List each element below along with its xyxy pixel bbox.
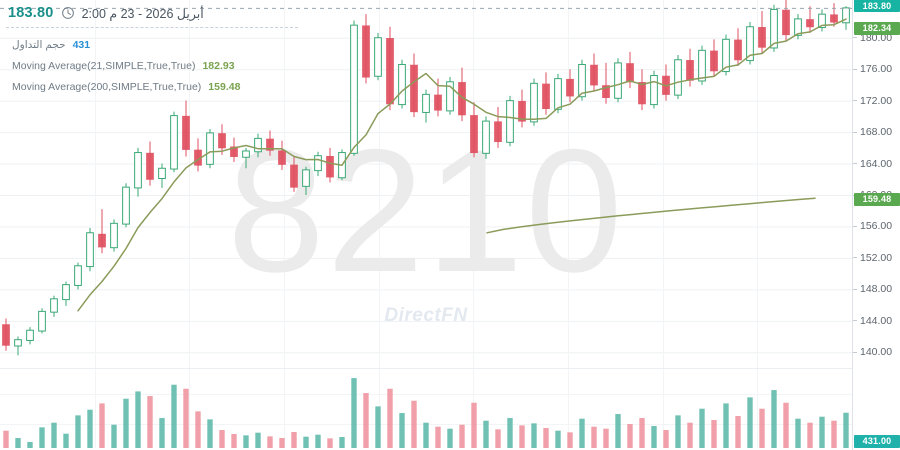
header-date: أبريل 2026 - 23 م 2:00 bbox=[81, 6, 204, 21]
price-tick: 148.00 bbox=[853, 283, 900, 295]
legend-label-ma200: Moving Average(200,SIMPLE,True,True) bbox=[12, 80, 202, 93]
price-tick: 176.00 bbox=[853, 63, 900, 75]
legend-row-ma21[interactable]: Moving Average(21,SIMPLE,True,True) 182.… bbox=[12, 57, 240, 74]
clock-icon bbox=[61, 7, 74, 19]
tick-dash bbox=[853, 320, 857, 322]
volume-pane-divider bbox=[0, 368, 852, 369]
legend-label-volume: حجم التداول bbox=[12, 38, 66, 51]
tick-dash bbox=[853, 225, 857, 227]
price-tick: 172.00 bbox=[853, 95, 900, 107]
tick-label: 148.00 bbox=[860, 283, 893, 296]
tick-dash bbox=[853, 257, 857, 259]
price-tick: 168.00 bbox=[853, 126, 900, 138]
tick-dash bbox=[853, 68, 857, 70]
price-tick: 140.00 bbox=[853, 346, 900, 358]
legend-value-ma21: 182.93 bbox=[202, 59, 235, 72]
tick-dash bbox=[853, 163, 857, 165]
tick-dash bbox=[853, 288, 857, 290]
last-price-badge: 183.80 bbox=[854, 0, 900, 13]
tick-label: 172.00 bbox=[860, 94, 893, 107]
price-line-layer bbox=[0, 7, 852, 9]
header-last-price: 183.80 bbox=[8, 5, 54, 21]
tick-label: 168.00 bbox=[860, 126, 893, 139]
indicator-legend: حجم التداول 431 Moving Average(21,SIMPLE… bbox=[12, 36, 240, 99]
tick-dash bbox=[853, 100, 857, 102]
tick-label: 164.00 bbox=[860, 157, 893, 170]
header-divider bbox=[6, 27, 298, 28]
tick-label: 140.00 bbox=[860, 346, 893, 359]
tick-label: 144.00 bbox=[860, 314, 893, 327]
ma21-badge: 182.34 bbox=[854, 21, 900, 35]
tick-dash bbox=[853, 37, 857, 39]
tick-label: 156.00 bbox=[860, 220, 893, 233]
legend-row-ma200[interactable]: Moving Average(200,SIMPLE,True,True) 159… bbox=[12, 78, 240, 95]
tick-label: 176.00 bbox=[860, 63, 893, 76]
legend-row-volume[interactable]: حجم التداول 431 bbox=[12, 36, 240, 53]
tick-dash bbox=[853, 131, 857, 133]
price-tick: 164.00 bbox=[853, 158, 900, 170]
legend-label-ma21: Moving Average(21,SIMPLE,True,True) bbox=[12, 59, 196, 72]
price-tick: 156.00 bbox=[853, 220, 900, 232]
tick-dash bbox=[853, 351, 857, 353]
price-tick: 144.00 bbox=[853, 315, 900, 327]
chart-header: 183.80 أبريل 2026 - 23 م 2:00 bbox=[8, 2, 204, 24]
price-axis[interactable]: 180.00176.00172.00168.00164.00160.00156.… bbox=[852, 0, 900, 450]
legend-value-volume: 431 bbox=[72, 38, 91, 51]
candlestick-layer bbox=[2, 0, 850, 448]
ma200-badge: 159.48 bbox=[854, 192, 900, 206]
volume-badge: 431.00 bbox=[854, 434, 900, 448]
price-tick: 152.00 bbox=[853, 252, 900, 264]
legend-value-ma200: 159.48 bbox=[208, 80, 241, 93]
grid-layer bbox=[0, 0, 852, 448]
tick-label: 152.00 bbox=[860, 251, 893, 264]
